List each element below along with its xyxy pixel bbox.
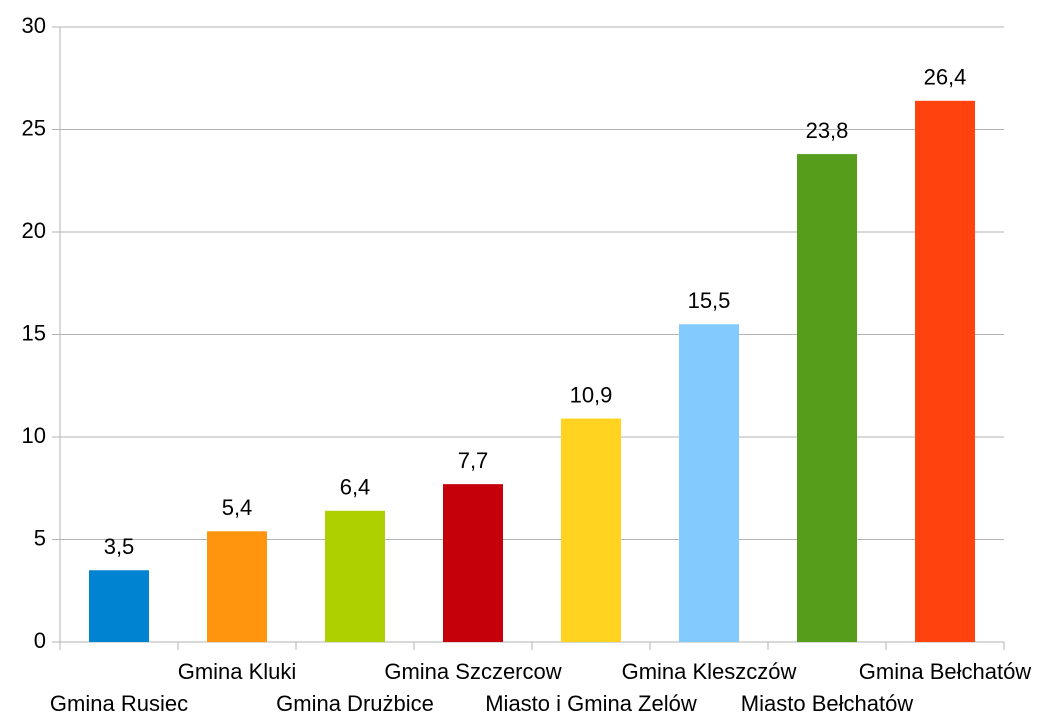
y-tick-label: 25	[22, 115, 46, 140]
x-tick-label: Miasto i Gmina Zelów	[485, 691, 697, 716]
bar	[561, 418, 621, 642]
data-label: 26,4	[924, 65, 967, 90]
bar	[89, 570, 149, 642]
x-tick-label: Gmina Bełchatów	[859, 659, 1032, 684]
y-tick-label: 0	[34, 628, 46, 653]
bar	[915, 100, 975, 643]
data-label: 23,8	[806, 118, 849, 143]
bar	[207, 531, 267, 642]
x-tick-label: Gmina Kleszczów	[622, 659, 797, 684]
data-label: 3,5	[104, 534, 135, 559]
x-tick-label: Gmina Szczercow	[384, 659, 561, 684]
y-tick-label: 15	[22, 320, 46, 345]
data-label: 5,4	[222, 495, 253, 520]
data-label: 10,9	[570, 382, 613, 407]
bar	[325, 510, 385, 642]
x-tick-label: Gmina Rusiec	[50, 691, 188, 716]
bar	[679, 324, 739, 642]
bar	[443, 484, 503, 642]
x-tick-label: Miasto Bełchatów	[741, 691, 914, 716]
y-tick-label: 30	[22, 13, 46, 38]
data-label: 15,5	[688, 288, 731, 313]
y-tick-label: 10	[22, 423, 46, 448]
y-tick-label: 5	[34, 525, 46, 550]
x-tick-label: Gmina Drużbice	[276, 691, 434, 716]
x-tick-label: Gmina Kluki	[178, 659, 297, 684]
data-label: 6,4	[340, 475, 371, 500]
data-label: 7,7	[458, 448, 489, 473]
bar	[797, 154, 857, 642]
y-tick-label: 20	[22, 218, 46, 243]
